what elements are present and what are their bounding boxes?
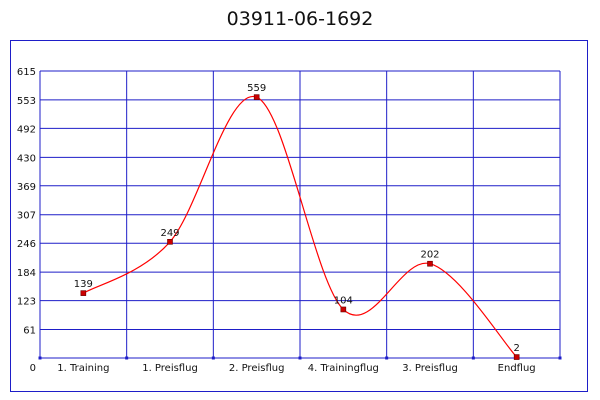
x-tick-label: 1. Preisflug [142,363,198,374]
y-tick-label: 369 [17,182,36,193]
data-point [427,260,433,267]
x-tick-label: 2. Preisflug [229,363,285,374]
data-label: 202 [420,250,439,261]
x-axis-tick [385,356,389,360]
data-point [80,290,87,296]
x-tick-label: 4. Trainingflug [308,363,379,374]
y-tick-label: 0 [30,363,36,374]
y-tick-label: 61 [23,326,36,337]
data-point [340,306,347,313]
chart-title: 03911-06-1692 [226,8,374,30]
data-label: 249 [160,228,179,239]
y-tick-label: 492 [17,124,36,135]
y-tick-label: 307 [17,211,36,222]
x-axis-tick [38,356,42,360]
data-label: 2 [513,343,519,354]
x-axis-tick [298,356,302,360]
y-tick-label: 184 [17,268,36,279]
data-point [253,94,260,100]
chart-frame [10,40,588,392]
y-tick-label: 246 [17,239,36,250]
x-axis-tick [125,356,129,360]
y-tick-label: 123 [17,297,36,308]
x-tick-label: Endflug [498,363,536,374]
x-axis-tick [471,356,475,360]
x-axis-tick [558,356,562,360]
x-tick-label: 3. Preisflug [402,363,458,374]
x-tick-label: 1. Training [57,363,109,374]
y-tick-label: 430 [17,153,36,164]
data-label: 139 [74,279,93,290]
y-tick-label: 553 [17,96,36,107]
data-label: 559 [247,83,266,94]
data-label: 104 [334,295,353,306]
x-axis-tick [211,356,215,360]
data-point [513,354,520,360]
y-tick-label: 615 [17,67,36,78]
data-point [167,239,173,245]
